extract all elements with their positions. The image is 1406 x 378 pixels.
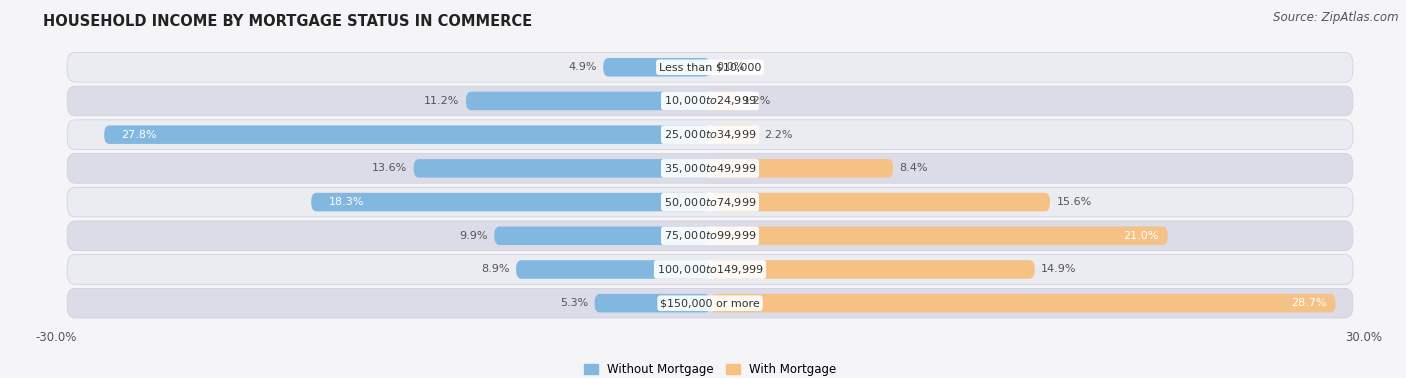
- Text: $25,000 to $34,999: $25,000 to $34,999: [664, 128, 756, 141]
- FancyBboxPatch shape: [67, 255, 1353, 284]
- FancyBboxPatch shape: [311, 193, 710, 211]
- FancyBboxPatch shape: [710, 159, 893, 178]
- FancyBboxPatch shape: [495, 226, 710, 245]
- Text: Source: ZipAtlas.com: Source: ZipAtlas.com: [1274, 11, 1399, 24]
- Text: $35,000 to $49,999: $35,000 to $49,999: [664, 162, 756, 175]
- Text: 14.9%: 14.9%: [1042, 265, 1077, 274]
- Text: 11.2%: 11.2%: [425, 96, 460, 106]
- Text: $100,000 to $149,999: $100,000 to $149,999: [657, 263, 763, 276]
- FancyBboxPatch shape: [67, 120, 1353, 149]
- FancyBboxPatch shape: [710, 226, 1167, 245]
- Text: 28.7%: 28.7%: [1291, 298, 1327, 308]
- FancyBboxPatch shape: [413, 159, 710, 178]
- FancyBboxPatch shape: [67, 86, 1353, 116]
- Text: 5.3%: 5.3%: [560, 298, 588, 308]
- FancyBboxPatch shape: [710, 125, 758, 144]
- FancyBboxPatch shape: [710, 193, 1050, 211]
- FancyBboxPatch shape: [67, 221, 1353, 251]
- Text: $150,000 or more: $150,000 or more: [661, 298, 759, 308]
- Text: 1.2%: 1.2%: [742, 96, 770, 106]
- FancyBboxPatch shape: [710, 260, 1035, 279]
- FancyBboxPatch shape: [516, 260, 710, 279]
- Text: Less than $10,000: Less than $10,000: [659, 62, 761, 72]
- FancyBboxPatch shape: [67, 288, 1353, 318]
- Text: 0.0%: 0.0%: [717, 62, 745, 72]
- FancyBboxPatch shape: [710, 294, 1336, 313]
- Text: 4.9%: 4.9%: [568, 62, 596, 72]
- Legend: Without Mortgage, With Mortgage: Without Mortgage, With Mortgage: [579, 358, 841, 378]
- FancyBboxPatch shape: [465, 92, 710, 110]
- Text: HOUSEHOLD INCOME BY MORTGAGE STATUS IN COMMERCE: HOUSEHOLD INCOME BY MORTGAGE STATUS IN C…: [44, 14, 533, 29]
- Text: 13.6%: 13.6%: [371, 163, 408, 174]
- Text: 8.4%: 8.4%: [900, 163, 928, 174]
- Text: 27.8%: 27.8%: [122, 130, 157, 139]
- Text: 8.9%: 8.9%: [481, 265, 509, 274]
- FancyBboxPatch shape: [104, 125, 710, 144]
- FancyBboxPatch shape: [710, 92, 737, 110]
- Text: 15.6%: 15.6%: [1056, 197, 1092, 207]
- FancyBboxPatch shape: [67, 53, 1353, 82]
- FancyBboxPatch shape: [67, 153, 1353, 183]
- FancyBboxPatch shape: [603, 58, 710, 76]
- Text: 9.9%: 9.9%: [460, 231, 488, 241]
- Text: 2.2%: 2.2%: [765, 130, 793, 139]
- Text: 21.0%: 21.0%: [1123, 231, 1159, 241]
- Text: 18.3%: 18.3%: [329, 197, 364, 207]
- Text: $50,000 to $74,999: $50,000 to $74,999: [664, 195, 756, 209]
- FancyBboxPatch shape: [67, 187, 1353, 217]
- FancyBboxPatch shape: [595, 294, 710, 313]
- Text: $75,000 to $99,999: $75,000 to $99,999: [664, 229, 756, 242]
- Text: $10,000 to $24,999: $10,000 to $24,999: [664, 94, 756, 107]
